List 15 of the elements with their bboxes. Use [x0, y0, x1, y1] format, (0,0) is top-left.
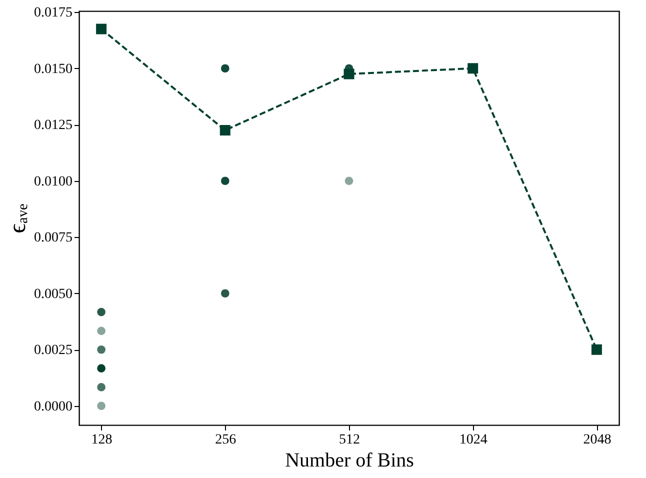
y-tick-label: 0.0100	[34, 174, 72, 190]
y-tick-label: 0.0150	[34, 62, 72, 77]
y-tick-label: 0.0175	[34, 6, 72, 21]
y-tick-label: 0.0025	[34, 343, 72, 358]
y-tick-label: 0.0125	[34, 118, 72, 134]
y-axis-title: ϵₐᵥₑ	[5, 204, 31, 234]
y-tick-label: 0.0000	[34, 399, 72, 414]
y-tick-label: 0.0050	[34, 286, 72, 302]
x-tick-label: 256	[215, 432, 236, 448]
x-tick-label: 2048	[583, 432, 612, 448]
x-tick-label: 1024	[459, 432, 488, 448]
x-axis-title: Number of Bins	[285, 450, 414, 472]
y-tick-label: 0.0075	[34, 230, 72, 246]
x-tick-label: 128	[91, 432, 112, 448]
x-tick-label: 512	[339, 432, 360, 448]
